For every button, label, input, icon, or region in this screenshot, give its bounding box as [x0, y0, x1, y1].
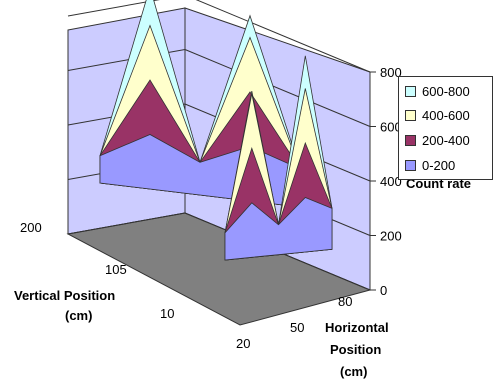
vertical-axis-label-line1: Vertical Position — [14, 288, 115, 303]
legend-swatch-200-400 — [405, 134, 416, 146]
horizontal-axis: 20 50 80 — [236, 294, 352, 351]
horizontal-axis-label-line1: Horizontal — [325, 320, 389, 335]
legend-item: 600-800 — [405, 83, 470, 99]
horizontal-tick-label: 80 — [338, 294, 352, 309]
vertical-axis: 200 105 10 — [20, 220, 174, 321]
z-axis: 0 200 400 600 800 — [370, 65, 402, 298]
z-tick-label: 400 — [380, 174, 402, 189]
legend-label: 200-400 — [422, 132, 470, 148]
horizontal-tick-label: 20 — [236, 336, 250, 351]
legend-item: 400-600 — [405, 107, 470, 123]
vertical-tick-label: 200 — [20, 220, 42, 235]
vertical-tick-label: 105 — [105, 262, 127, 277]
legend-swatch-400-600 — [405, 109, 416, 121]
vertical-tick-label: 10 — [160, 306, 174, 321]
vertical-axis-label-line2: (cm) — [65, 308, 92, 323]
horizontal-axis-label-line2: Position — [330, 342, 381, 357]
legend-label: 400-600 — [422, 107, 470, 123]
legend-label: 0-200 — [422, 157, 456, 173]
z-tick-label: 0 — [380, 283, 387, 298]
z-tick-label: 800 — [380, 65, 402, 80]
legend-item: 200-400 — [405, 132, 470, 148]
legend-swatch-600-800 — [405, 85, 416, 97]
surface — [99, 0, 333, 261]
legend-swatch-0-200 — [405, 159, 416, 171]
horizontal-tick-label: 50 — [290, 320, 304, 335]
gridline-back — [67, 212, 186, 235]
surface-band-0-200 — [224, 197, 333, 261]
horizontal-axis-label-line3: (cm) — [340, 364, 367, 379]
z-tick-label: 600 — [380, 120, 402, 135]
legend-label: 600-800 — [422, 83, 470, 99]
legend: 600-800 400-600 200-400 0-200 — [398, 76, 493, 180]
z-tick-label: 200 — [380, 229, 402, 244]
gridline-right — [184, 49, 371, 127]
legend-item: 0-200 — [405, 157, 455, 173]
gridline-right — [195, 0, 371, 73]
gridline-back — [67, 0, 160, 17]
